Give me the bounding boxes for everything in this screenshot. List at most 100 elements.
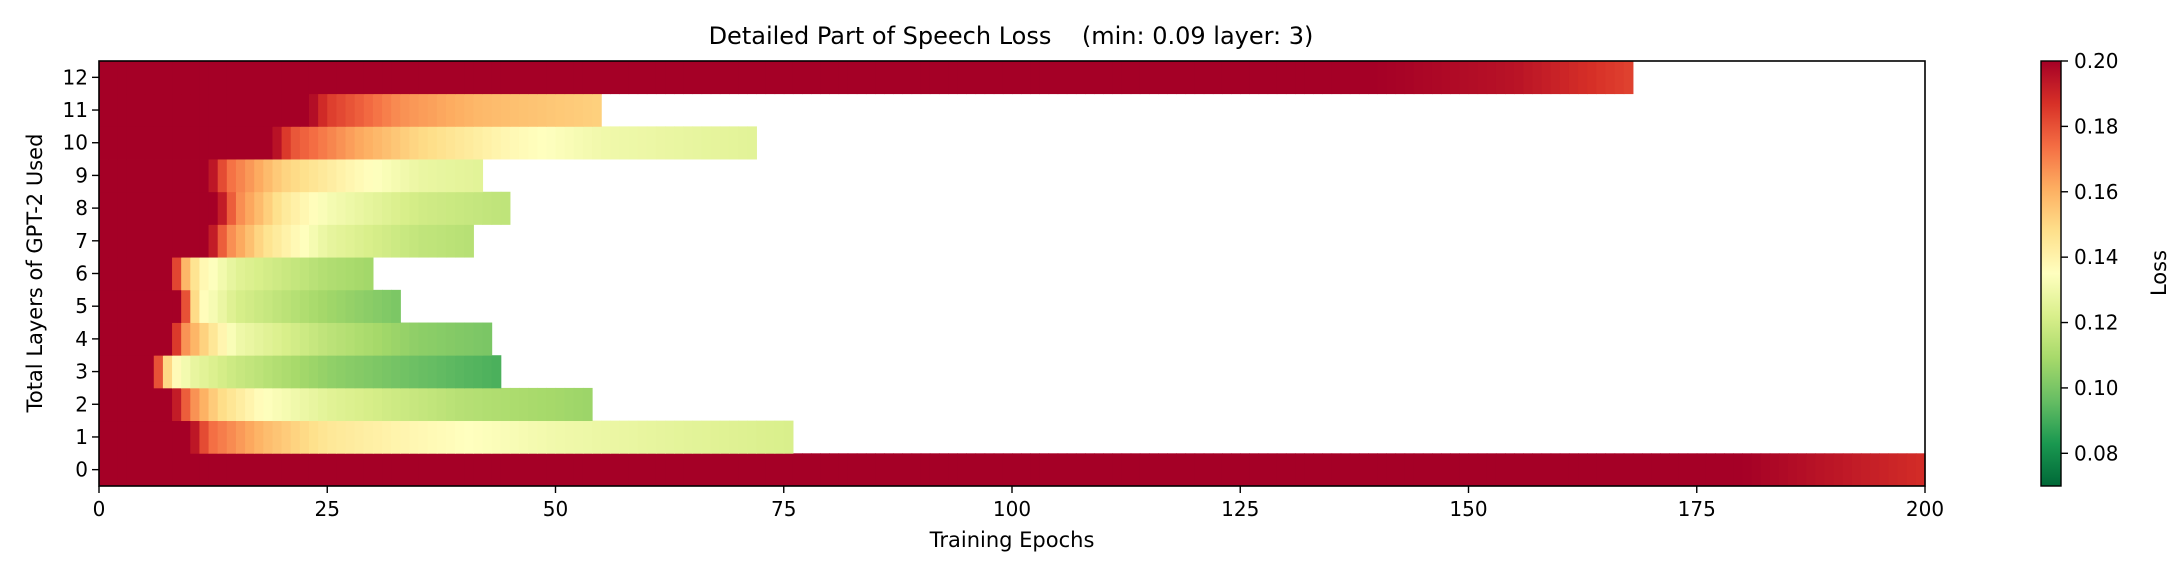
heatmap-cell bbox=[245, 387, 255, 422]
heatmap-cell bbox=[582, 420, 593, 454]
heatmap-cell bbox=[646, 126, 657, 160]
heatmap-cell bbox=[637, 126, 648, 160]
heatmap-cell bbox=[418, 453, 429, 487]
heatmap-cell bbox=[1167, 453, 1177, 487]
heatmap-cell bbox=[509, 387, 520, 422]
heatmap-cell bbox=[902, 61, 913, 95]
heatmap-cell bbox=[537, 387, 547, 422]
heatmap-cell bbox=[327, 126, 337, 160]
heatmap-cell bbox=[564, 126, 575, 160]
heatmap-cell bbox=[144, 420, 155, 454]
heatmap-cell bbox=[427, 159, 438, 193]
heatmap-cell bbox=[774, 420, 785, 454]
heatmap-cell bbox=[308, 126, 319, 160]
heatmap-cell bbox=[299, 257, 310, 291]
heatmap-cell bbox=[135, 453, 146, 487]
x-tick-label: 125 bbox=[1221, 497, 1259, 521]
heatmap-cell bbox=[409, 453, 420, 487]
heatmap-cell bbox=[436, 93, 447, 127]
y-tick-label: 4 bbox=[75, 327, 88, 351]
heatmap-cell bbox=[372, 159, 383, 193]
heatmap-cell bbox=[208, 93, 219, 127]
heatmap-cell bbox=[318, 453, 328, 487]
heatmap-cell bbox=[290, 387, 301, 422]
heatmap-cell bbox=[108, 289, 118, 323]
heatmap-cell bbox=[382, 93, 392, 127]
heatmap-cell bbox=[445, 453, 456, 487]
heatmap-cell bbox=[126, 61, 137, 95]
heatmap-cell bbox=[327, 257, 337, 291]
heatmap-cell bbox=[354, 224, 365, 258]
heatmap-cell bbox=[99, 453, 109, 487]
heatmap-cell bbox=[181, 355, 191, 389]
heatmap-cell bbox=[108, 420, 118, 454]
heatmap-cell bbox=[610, 61, 621, 95]
heatmap-cell bbox=[1112, 453, 1123, 487]
heatmap-cell bbox=[382, 453, 392, 487]
heatmap-cell bbox=[372, 126, 383, 160]
heatmap-cell bbox=[592, 453, 602, 487]
heatmap-cell bbox=[409, 420, 420, 454]
heatmap-cell bbox=[308, 159, 319, 193]
heatmap-cell bbox=[875, 61, 885, 95]
heatmap-cell bbox=[1258, 453, 1269, 487]
heatmap-cell bbox=[1705, 453, 1716, 487]
heatmap-cell bbox=[245, 61, 255, 95]
heatmap-cell bbox=[445, 224, 456, 258]
heatmap-cell bbox=[436, 322, 447, 356]
heatmap-cell bbox=[1906, 453, 1917, 487]
heatmap-cell bbox=[1477, 61, 1488, 95]
heatmap-cell bbox=[290, 420, 301, 454]
heatmap-cell bbox=[628, 126, 639, 160]
heatmap-cell bbox=[235, 159, 246, 193]
heatmap-cell bbox=[619, 126, 630, 160]
heatmap-cell bbox=[738, 126, 748, 160]
heatmap-cell bbox=[1459, 61, 1470, 95]
heatmap-cell bbox=[308, 224, 319, 258]
x-tick-label: 150 bbox=[1449, 497, 1487, 521]
heatmap-cell bbox=[1139, 61, 1150, 95]
colorbar-tick-label: 0.08 bbox=[2074, 441, 2119, 465]
heatmap-cell bbox=[601, 61, 611, 95]
heatmap-cell bbox=[1194, 61, 1205, 95]
heatmap-cell bbox=[683, 126, 694, 160]
heatmap-cell bbox=[1915, 453, 1926, 487]
heatmap-cell bbox=[117, 387, 127, 422]
heatmap-cell bbox=[199, 191, 210, 225]
heatmap-cell bbox=[1495, 453, 1506, 487]
heatmap-cell bbox=[117, 289, 127, 323]
heatmap-cell bbox=[117, 126, 127, 160]
heatmap-cell bbox=[427, 387, 438, 422]
heatmap-cell bbox=[272, 355, 283, 389]
heatmap-cell bbox=[363, 387, 374, 422]
heatmap-cell bbox=[436, 126, 447, 160]
heatmap-cell bbox=[99, 257, 109, 291]
heatmap-cell bbox=[537, 126, 547, 160]
heatmap-cell bbox=[372, 61, 383, 95]
heatmap-cell bbox=[765, 453, 776, 487]
heatmap-cell bbox=[929, 61, 940, 95]
heatmap-cell bbox=[254, 126, 264, 160]
heatmap-cell bbox=[436, 191, 447, 225]
heatmap-cell bbox=[245, 93, 255, 127]
heatmap-cell bbox=[245, 420, 255, 454]
heatmap-cell bbox=[665, 420, 675, 454]
heatmap-cell bbox=[272, 257, 283, 291]
heatmap-cell bbox=[747, 420, 757, 454]
heatmap-cell bbox=[464, 224, 474, 258]
heatmap-cell bbox=[172, 453, 182, 487]
heatmap-cell bbox=[299, 355, 310, 389]
heatmap-cell bbox=[756, 61, 767, 95]
colorbar-tick-label: 0.10 bbox=[2074, 376, 2119, 400]
heatmap-cell bbox=[126, 355, 137, 389]
heatmap-cell bbox=[272, 322, 283, 356]
heatmap-cell bbox=[1221, 61, 1232, 95]
heatmap-cell bbox=[1057, 453, 1068, 487]
heatmap-cell bbox=[537, 93, 547, 127]
heatmap-cell bbox=[1495, 61, 1506, 95]
heatmap-cell bbox=[920, 61, 931, 95]
heatmap-cell bbox=[299, 159, 310, 193]
heatmap-cell bbox=[455, 93, 465, 127]
heatmap-cell bbox=[281, 257, 292, 291]
